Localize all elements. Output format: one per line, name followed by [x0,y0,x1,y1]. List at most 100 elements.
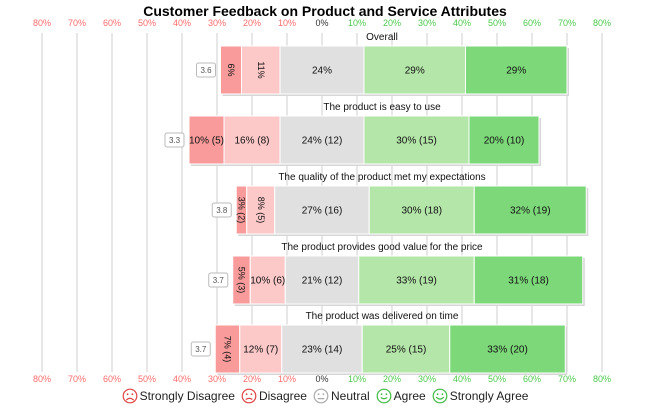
legend-label: Disagree [258,389,307,403]
top-tick-label: 40% [453,18,471,28]
top-tick-label: 0% [315,18,328,28]
legend-item: Neutral [313,388,370,404]
segment-label: 32% (19) [510,206,551,217]
segment-label: 30% (18) [401,206,442,217]
top-axis-ticks: 80% 70% 60% 50% 40% 30% 20% 10% 0% 10% 20% 30% 40% 50… [33,18,611,28]
bottom-axis-ticks: 80% 70% 60% 50% 40% 30% 20% 10% 0% 10% 20% 30% 40% 50… [33,374,611,384]
sad-face-icon [241,388,257,404]
row-label: The product was delivered on time [306,311,459,322]
bar-segment [281,324,363,374]
mean-value: 3.6 [200,66,212,75]
segment-label: 7% (4) [223,336,233,363]
bottom-tick-label: 20% [383,374,401,384]
segment-label: 23% (14) [302,345,343,356]
mean-badge [196,62,216,78]
legend-item: Strongly Agree [432,388,529,404]
legend-label: Agree [393,389,426,403]
top-tick-label: 10% [348,18,366,28]
bottom-tick-label: 0% [315,374,328,384]
bar-segment [468,115,540,165]
segment-label: 25% (15) [386,345,427,356]
bar-segment [465,45,568,95]
bar-segment [361,324,451,374]
mean-badge [190,341,211,357]
bottom-tick-label: 70% [558,374,576,384]
segment-label: 21% (12) [302,276,343,287]
legend-label: Neutral [330,389,370,403]
mean-badge [211,202,232,218]
top-tick-label: 30% [418,18,436,28]
top-tick-label: 50% [138,18,156,28]
segment-label: 12% (7) [243,345,278,356]
bottom-tick-label: 20% [243,374,261,384]
top-tick-label: 80% [593,18,611,28]
very-sad-face-icon [122,388,137,404]
segment-label: 10% (6) [250,276,285,287]
mean-badge [208,272,229,288]
bar-segment [368,185,475,235]
legend-item: Agree [376,388,426,404]
legend-item: Disagree [241,388,307,404]
segment-label: 6% [226,63,236,76]
segment-label: 33% (20) [487,345,528,356]
bottom-tick-label: 50% [138,374,156,384]
top-tick-label: 60% [523,18,541,28]
chart-title: Customer Feedback on Product and Service… [143,3,507,19]
chart-row: The product is easy to use 10% (5) 16% (8)… [164,102,541,166]
top-tick-label: 30% [208,18,226,28]
chart-row: The product was delivered on time 7% (4) 1… [190,311,568,375]
segment-label: 16% (8) [234,136,269,147]
bar-segment [274,185,370,235]
bar-segment [473,185,587,235]
bar-segment [449,324,566,374]
bar-segment [188,115,225,165]
row-label: Overall [366,32,398,43]
segment-label: 24% (12) [302,136,343,147]
segment-label: 33% (19) [396,276,437,287]
top-tick-label: 70% [558,18,576,28]
top-tick-label: 20% [243,18,261,28]
legend-item: Strongly Disagree [122,388,235,404]
segment-label: 27% (16) [302,206,343,217]
bar-segment [473,255,584,305]
bottom-tick-label: 80% [593,374,611,384]
legend-label: Strongly Agree [449,389,529,403]
top-tick-label: 20% [383,18,401,28]
row-label: The quality of the product met my expect… [278,172,485,183]
bottom-tick-label: 30% [208,374,226,384]
segment-label: 10% (5) [189,136,224,147]
bottom-tick-label: 70% [68,374,86,384]
segment-label: 11% [256,61,266,78]
mean-value: 3.7 [213,276,225,285]
bar-segment [358,255,475,305]
bar-segment [214,324,241,374]
chart-row: The quality of the product met my expect… [211,172,589,236]
segment-label: 31% (18) [508,276,549,287]
bottom-tick-label: 10% [278,374,296,384]
bar-segment [284,255,360,305]
bar-segment [246,185,276,235]
bar-segment [363,115,470,165]
bottom-tick-label: 60% [523,374,541,384]
legend-label: Strongly Disagree [139,389,235,403]
mean-value: 3.8 [216,206,228,215]
top-tick-label: 60% [103,18,121,28]
chart-rows: Overall 6% 11% 24% 29% 29% 3.6 The product is e… [164,32,589,375]
segment-label: 20% (10) [484,136,525,147]
bar-segment [363,45,466,95]
segment-label: 29% [506,66,526,77]
segment-label: 8% (5) [256,197,266,224]
smile-face-icon [376,388,392,404]
chart-row: The product provides good value for the … [208,242,585,306]
bottom-tick-label: 30% [418,374,436,384]
chart-row: Overall 6% 11% 24% 29% 29% 3.6 [196,32,569,96]
row-label: The product is easy to use [323,102,441,113]
bottom-tick-label: 80% [33,374,51,384]
top-tick-label: 80% [33,18,51,28]
bar-segment [239,324,283,374]
bottom-tick-label: 40% [173,374,191,384]
mean-badge [164,132,185,148]
big-smile-face-icon [432,388,448,404]
segment-label: 30% (15) [396,136,437,147]
